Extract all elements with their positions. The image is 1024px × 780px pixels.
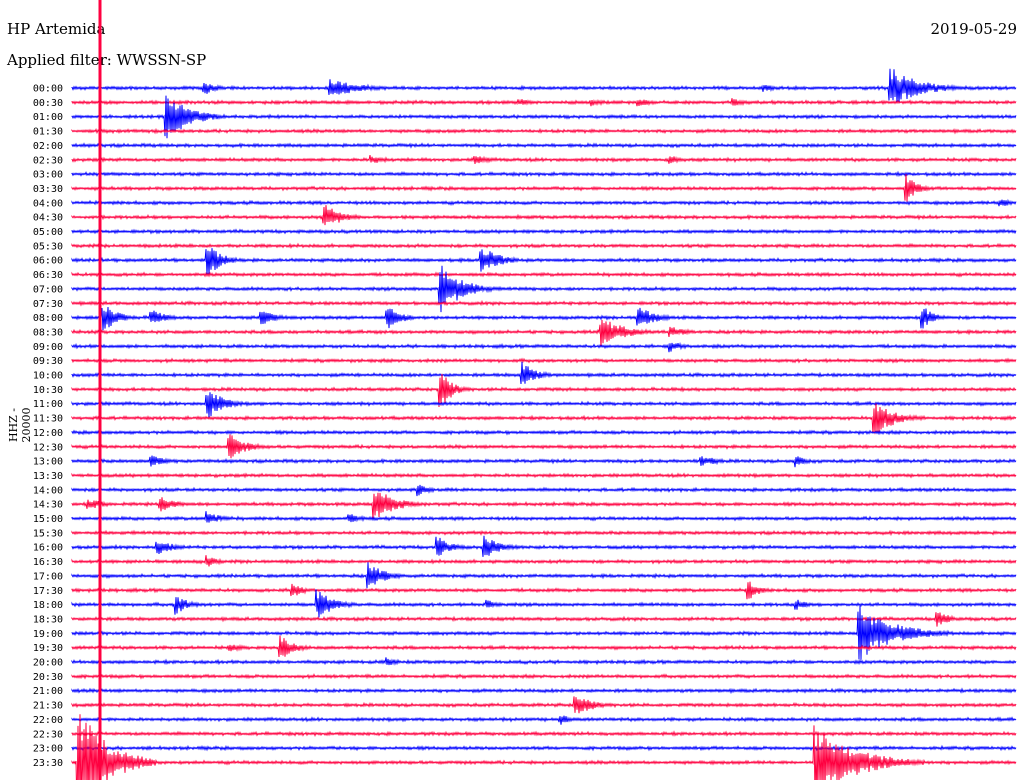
row-time-label: 10:30 [33, 385, 63, 396]
row-time-label: 13:00 [33, 457, 63, 468]
row-time-label: 04:30 [33, 213, 63, 224]
trace-line [71, 403, 1017, 435]
trace-line [71, 198, 1017, 207]
trace-line [71, 299, 1017, 307]
trace-line [71, 98, 1017, 107]
trace-line [71, 248, 1017, 275]
trace-line [71, 673, 1017, 680]
trace-line [71, 562, 1017, 589]
row-time-label: 04:00 [33, 198, 63, 209]
row-time-label: 00:00 [33, 84, 63, 95]
trace-line [71, 434, 1017, 459]
row-time-label: 03:00 [33, 170, 63, 181]
row-time-label: 06:00 [33, 256, 63, 267]
trace-line [71, 484, 1017, 497]
trace-line [71, 307, 1017, 331]
row-time-label: 12:30 [33, 442, 63, 453]
trace-line [71, 535, 1017, 557]
trace-line [71, 696, 1017, 714]
row-time-label: 05:30 [33, 241, 63, 252]
row-time-label: 17:30 [33, 586, 63, 597]
row-time-label: 15:00 [33, 514, 63, 525]
row-time-label: 12:00 [33, 428, 63, 439]
trace-line [71, 429, 1017, 436]
trace-line [71, 589, 1017, 618]
row-time-label: 18:30 [33, 614, 63, 625]
trace-line [71, 687, 1017, 695]
row-time-label: 11:30 [33, 414, 63, 425]
trace-line [71, 95, 1017, 139]
row-time-label: 14:30 [33, 500, 63, 511]
trace-line [71, 529, 1017, 537]
trace-line [71, 455, 1017, 468]
trace-line [71, 555, 1017, 567]
row-time-label: 17:00 [33, 571, 63, 582]
trace-line [71, 730, 1017, 738]
row-time-label: 14:00 [33, 485, 63, 496]
row-time-label: 13:30 [33, 471, 63, 482]
row-time-label: 20:30 [33, 672, 63, 683]
trace-line [71, 744, 1017, 752]
row-time-label: 16:30 [33, 557, 63, 568]
row-time-label: 07:30 [33, 299, 63, 310]
row-time-label: 19:30 [33, 643, 63, 654]
row-time-label: 03:30 [33, 184, 63, 195]
plot-date: 2019-05-29 [930, 20, 1017, 38]
row-time-label: 23:00 [33, 744, 63, 755]
trace-line [71, 714, 1017, 780]
trace-line [71, 242, 1017, 249]
trace-line [71, 174, 1017, 202]
row-time-label: 07:00 [33, 284, 63, 295]
trace-line [71, 472, 1017, 479]
trace-line [71, 342, 1017, 353]
trace-line [71, 361, 1017, 385]
row-time-label: 22:30 [33, 729, 63, 740]
trace-line [71, 127, 1017, 135]
trace-line [71, 170, 1017, 178]
row-time-label: 01:00 [33, 112, 63, 123]
row-time-label: 21:30 [33, 701, 63, 712]
row-time-label: 09:00 [33, 342, 63, 353]
trace-line [71, 373, 1017, 408]
trace-line [71, 357, 1017, 364]
trace-line [71, 142, 1017, 149]
row-time-label: 02:00 [33, 141, 63, 152]
trace-line [71, 392, 1017, 418]
row-time-label: 18:00 [33, 600, 63, 611]
trace-line [71, 68, 1017, 104]
trace-line [71, 715, 1017, 725]
row-time-label: 11:00 [33, 399, 63, 410]
row-time-label: 08:00 [33, 313, 63, 324]
row-time-label: 10:00 [33, 371, 63, 382]
trace-line [71, 511, 1017, 523]
trace-line [71, 657, 1017, 666]
row-time-label: 09:30 [33, 356, 63, 367]
row-time-label: 05:00 [33, 227, 63, 238]
trace-line [71, 205, 1017, 226]
trace-line [71, 581, 1017, 600]
row-time-label: 19:00 [33, 629, 63, 640]
row-time-label: 23:30 [33, 758, 63, 769]
row-time-label: 22:00 [33, 715, 63, 726]
trace-line [71, 319, 1017, 347]
row-time-label: 15:30 [33, 528, 63, 539]
trace-line [71, 154, 1017, 165]
row-time-label: 20:00 [33, 658, 63, 669]
trace-line [71, 605, 1017, 660]
trace-line [71, 492, 1017, 520]
row-time-label: 00:30 [33, 98, 63, 109]
row-time-label: 21:00 [33, 686, 63, 697]
trace-line [71, 265, 1017, 313]
row-time-label: 02:30 [33, 155, 63, 166]
row-time-label: 16:00 [33, 543, 63, 554]
row-time-label: 06:30 [33, 270, 63, 281]
trace-line [71, 228, 1017, 235]
station-title: HP Artemida [7, 20, 106, 38]
trace-line [71, 271, 1017, 278]
trace-line [71, 635, 1017, 658]
row-time-label: 01:30 [33, 127, 63, 138]
row-time-label: 08:30 [33, 327, 63, 338]
